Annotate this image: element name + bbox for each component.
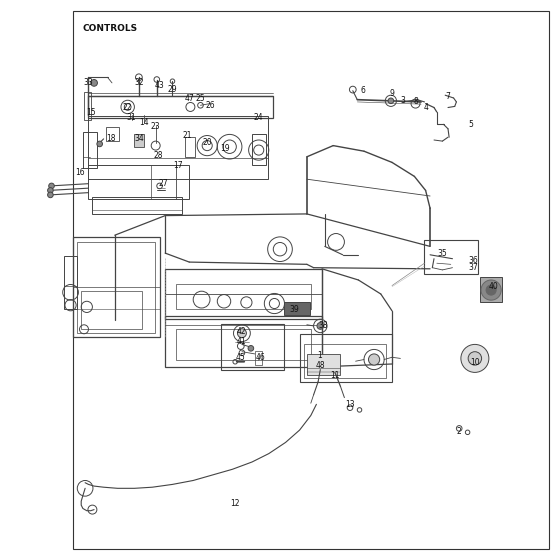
Circle shape (48, 192, 53, 198)
Circle shape (49, 183, 54, 189)
Text: 43: 43 (155, 81, 165, 90)
Text: 36: 36 (468, 256, 478, 265)
Bar (300, 334, 392, 382)
Text: 12: 12 (231, 500, 240, 508)
Circle shape (237, 329, 246, 338)
Text: 3: 3 (401, 96, 405, 105)
Text: 40: 40 (489, 282, 499, 291)
Text: 39: 39 (289, 305, 299, 314)
Bar (480, 277, 502, 302)
Text: 31: 31 (127, 113, 137, 122)
Bar (134, 134, 144, 147)
Bar (304, 344, 386, 378)
Text: 18: 18 (106, 134, 115, 143)
Bar (221, 324, 284, 370)
Bar (176, 284, 311, 309)
Text: 20: 20 (202, 138, 212, 147)
Text: 9: 9 (390, 89, 394, 98)
Circle shape (468, 352, 482, 365)
Bar (64, 256, 77, 309)
Bar (255, 351, 262, 365)
Text: 22: 22 (123, 103, 132, 112)
Circle shape (461, 344, 489, 372)
Text: 6: 6 (361, 86, 365, 95)
Text: 1: 1 (317, 351, 321, 360)
Text: 41: 41 (237, 337, 247, 346)
Text: 8: 8 (413, 97, 418, 106)
Circle shape (248, 346, 254, 351)
Bar (88, 116, 268, 179)
Text: 14: 14 (139, 118, 150, 127)
Text: 32: 32 (134, 78, 144, 87)
Text: 26: 26 (205, 101, 215, 110)
Bar (73, 11, 549, 549)
Circle shape (388, 98, 394, 104)
Text: 10: 10 (470, 358, 480, 367)
Text: 16: 16 (75, 168, 85, 177)
Bar (77, 242, 155, 333)
Bar (92, 197, 182, 214)
Text: 45: 45 (236, 353, 246, 362)
Bar (88, 165, 189, 199)
Bar (424, 240, 478, 274)
Text: 28: 28 (153, 151, 162, 160)
Text: 27: 27 (158, 179, 169, 188)
Text: 38: 38 (319, 321, 329, 330)
Text: 17: 17 (173, 161, 183, 170)
Text: 33: 33 (83, 78, 94, 87)
Bar (252, 134, 266, 165)
Text: 35: 35 (437, 249, 447, 258)
Text: 13: 13 (345, 400, 355, 409)
Text: 15: 15 (86, 108, 96, 116)
Text: 46: 46 (255, 353, 265, 362)
Bar (88, 96, 273, 118)
Text: 7: 7 (446, 92, 450, 101)
Circle shape (368, 354, 380, 365)
Bar (73, 237, 160, 337)
Text: 2: 2 (457, 427, 461, 436)
Bar (284, 302, 310, 315)
Text: 21: 21 (183, 131, 192, 140)
Bar (84, 92, 91, 120)
Text: CONTROLS: CONTROLS (83, 24, 138, 32)
Circle shape (486, 285, 496, 295)
Circle shape (48, 188, 53, 193)
Bar (106, 127, 119, 141)
Text: 47: 47 (184, 94, 194, 102)
Bar (307, 354, 340, 375)
Bar (165, 269, 322, 319)
Text: 34: 34 (134, 134, 144, 143)
Text: 37: 37 (468, 263, 478, 272)
Bar (83, 132, 97, 168)
Text: 29: 29 (167, 85, 178, 94)
Text: 11: 11 (330, 371, 339, 380)
Circle shape (91, 80, 97, 86)
Bar (176, 329, 311, 360)
Bar (185, 137, 195, 157)
Circle shape (481, 280, 501, 300)
Circle shape (97, 141, 102, 147)
Text: 24: 24 (254, 113, 264, 122)
Text: 25: 25 (195, 94, 206, 102)
Text: 19: 19 (220, 144, 230, 153)
Text: 48: 48 (315, 361, 325, 370)
Text: 23: 23 (151, 122, 161, 130)
Bar (81, 291, 142, 329)
Text: 4: 4 (423, 103, 428, 112)
Circle shape (317, 323, 324, 329)
Text: 42: 42 (237, 327, 247, 336)
Text: 5: 5 (468, 120, 473, 129)
Bar (165, 316, 322, 367)
